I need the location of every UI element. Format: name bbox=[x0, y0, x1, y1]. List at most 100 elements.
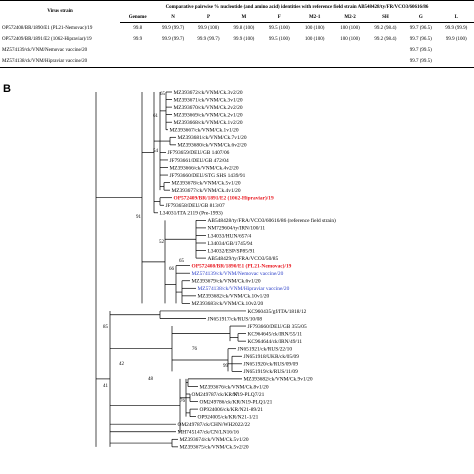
bootstrap-value: 65 bbox=[179, 259, 185, 264]
bootstrap-value: 54 bbox=[153, 149, 159, 154]
bootstrap-value: 52 bbox=[159, 240, 165, 245]
identity-cell: 99.9 (99.7) bbox=[162, 37, 185, 42]
leaf-label: MZ393681/ck/VNM/Ck.7v1/20 bbox=[178, 135, 247, 141]
leaf-label: JF793660/DEU/GB 355/05 bbox=[248, 324, 307, 330]
leaf-label: JN651918/UKR/ck/05/09 bbox=[244, 354, 300, 360]
column-header: L bbox=[438, 13, 474, 23]
identity-cell bbox=[120, 56, 156, 68]
identity-cell bbox=[332, 56, 368, 68]
leaf-label: OP924005/ck/KR/N21-1/21 bbox=[198, 414, 259, 420]
leaf-label: JF793661/DEU/GB 472/04 bbox=[170, 158, 229, 164]
leaf-label: MZ393670/ck/VNM/Ck.2v2/20 bbox=[174, 105, 243, 111]
identity-cell bbox=[155, 56, 191, 68]
leaf-label: MZ393682/ck/VNM/Ck.10v1/20 bbox=[198, 294, 270, 300]
identity-cell: 99.7 (96.5) bbox=[409, 26, 432, 31]
leaf-label: MH745147/ck/CN/LN16/16 bbox=[178, 430, 240, 436]
leaf-label: OM249787/ck/KR/N19-PLQ7/21 bbox=[192, 392, 265, 398]
panel-label: B bbox=[3, 83, 11, 95]
bootstrap-value: 76 bbox=[192, 347, 198, 352]
bootstrap-value: 66 bbox=[169, 267, 175, 272]
identity-cell bbox=[190, 56, 227, 68]
leaf-label: MZ393678/ck/VNM/Ck.5v1/20 bbox=[172, 180, 241, 186]
table-title: Comparative pairwise % nucleotide (and a… bbox=[120, 0, 474, 13]
identity-cell bbox=[438, 56, 474, 68]
bootstrap-value: 65 bbox=[160, 92, 166, 97]
bootstrap-value: 99 bbox=[223, 364, 229, 369]
leaf-label: KC964644/ck/IRN/49/11 bbox=[248, 339, 303, 345]
identity-cell: 99.2 (98.4) bbox=[374, 37, 397, 42]
table-row: MZ574139/ck/VNM/Nemovac vaccine/20 99.7 (… bbox=[0, 45, 474, 56]
identity-cell: 99.9 (99.9) bbox=[445, 26, 468, 31]
leaf-label: MZ393667/ck/VNM/Ck.1v1/20 bbox=[170, 128, 239, 134]
bootstrap-value: 76 bbox=[180, 399, 186, 404]
identity-cell: 99.2 (98.4) bbox=[374, 26, 397, 31]
identity-cell: 100 (100) bbox=[304, 26, 325, 31]
bootstrap-value: 85 bbox=[103, 325, 109, 330]
table-row: OP572409/BR/1891/E2 (1062-Hipraviar)/19 9… bbox=[0, 34, 474, 45]
strain-cell: OP572408/BR/1890/E1 (PL21-Nemovac)/19 bbox=[2, 25, 93, 31]
leaf-label: KC964645/ck/IRN/55/11 bbox=[248, 331, 303, 337]
leaf-label: JN651919/ck/RUS/11/09 bbox=[244, 369, 299, 375]
leaf-label: OM249787/ck/CHN/WH2022/22 bbox=[178, 422, 251, 428]
leaf-label: JN651920/ck/RUS/09/09 bbox=[244, 362, 299, 368]
identity-cell: 99.9 (99.7) bbox=[197, 37, 220, 42]
identity-cell: 100 (100) bbox=[340, 37, 360, 42]
identity-cell: 99.8 (100) bbox=[233, 26, 255, 31]
leaf-label: OM249786/ck/KR/N19-PLQ1/21 bbox=[200, 399, 273, 405]
leaf-label: MZ393676/ck/VNM/Ck.8v1/20 bbox=[200, 384, 269, 390]
column-header: M2-2 bbox=[332, 13, 368, 23]
bootstrap-value: 42 bbox=[119, 362, 125, 367]
identity-cell: 99.9 (99.7) bbox=[162, 26, 185, 31]
leaf-label: L34033/HUN/657/4 bbox=[208, 233, 252, 239]
column-header: N bbox=[155, 13, 191, 23]
bootstrap-value: 91 bbox=[136, 215, 142, 220]
leaf-label: MZ393669/ck/VNM/Ck.2v1/20 bbox=[174, 112, 243, 118]
leaf-label: OP572409/BR/1891/E2 (1062-Hipraviar)/19 bbox=[174, 195, 274, 202]
leaf-label: JN651917/ck/RUS/10/08 bbox=[208, 316, 263, 322]
identity-cell: 99.9 bbox=[133, 37, 143, 42]
bootstrap-value: 41 bbox=[103, 384, 109, 389]
column-header: G bbox=[403, 13, 439, 23]
leaf-label: MZ393680/ck/VNM/Ck.6v2/20 bbox=[178, 143, 247, 149]
identity-cell: 99.8 bbox=[133, 26, 143, 31]
leaf-label: MZ393677/ck/VNM/Ck.4v1/20 bbox=[172, 188, 241, 194]
leaf-label: L34031/ITA 2119 (Pre-1993) bbox=[160, 210, 223, 217]
leaf-label: OP924006/ck/KR/N21-89/21 bbox=[200, 407, 264, 413]
leaf-label: L34032/ESP/SP85/91 bbox=[208, 248, 256, 254]
identity-cell: 99.9 (100) bbox=[233, 37, 255, 42]
leaf-label: MZ393675/ck/VNM/Ck.5v2/20 bbox=[180, 445, 249, 451]
leaf-label: KC960435/gf/ITA/1818/12 bbox=[248, 308, 307, 315]
leaf-label: MZ393672/ck/VNM/Ck.3v2/20 bbox=[174, 90, 243, 96]
leaf-label: MZ574138/ck/VNM/Hipraviar vaccine/20 bbox=[198, 286, 290, 292]
leaf-label: MZ393682/ck/VNM/Ck.9v1/20 bbox=[244, 377, 313, 383]
identity-cell: 99.7 (99.5) bbox=[403, 56, 439, 68]
leaf-label: MZ393679/ck/VNM/Ck.6v1/20 bbox=[192, 279, 261, 285]
column-header: F bbox=[261, 13, 297, 23]
leaf-label: JN651921/ck/RUS/22/10 bbox=[238, 347, 293, 353]
leaf-label: JF793659/DEU/GB 1407/06 bbox=[168, 150, 230, 156]
identity-cell: 99.9 (100) bbox=[445, 37, 467, 42]
identity-cell: 99.5 (100) bbox=[268, 26, 290, 31]
column-header: Genome bbox=[120, 13, 156, 23]
identity-table: Virus strain Comparative pairwise % nucl… bbox=[0, 0, 474, 68]
identity-cell: 99.5 (100) bbox=[268, 37, 290, 42]
column-header: SH bbox=[367, 13, 404, 23]
leaf-label: MZ393683/ck/VNM/Ck.10v2/20 bbox=[192, 301, 264, 307]
column-header: M2-1 bbox=[296, 13, 333, 23]
leaf-label: JF793658/DEU/GB 813/07 bbox=[166, 203, 225, 209]
strain-cell: MZ574138/ck/VNM/Hipraviar vaccine/20 bbox=[0, 56, 120, 68]
column-header: M bbox=[226, 13, 262, 23]
leaf-label: NM729604/ty/IRN/100/11 bbox=[208, 226, 266, 232]
leaf-label: MZ393668/ck/VNM/Ck.1v2/20 bbox=[174, 120, 243, 126]
identity-cell: 99.7 (96.5) bbox=[409, 37, 432, 42]
identity-cell: 99.9 (100) bbox=[198, 26, 219, 31]
leaf-label: AB548428/ty/FRA/VCO3/60616/86 (reference… bbox=[208, 217, 337, 224]
leaf-label: MZ393666/ck/VNM/Ck.4v2/20 bbox=[170, 165, 239, 171]
identity-cell bbox=[367, 56, 404, 68]
leaf-label: JF793660/DEU/STG SHS 1439/91 bbox=[170, 173, 246, 179]
bootstrap-value: 48 bbox=[148, 377, 154, 382]
leaf-label: MZ574139/ck/VNM/Nemovac vaccine/20 bbox=[192, 271, 284, 277]
strain-cell: OP572409/BR/1891/E2 (1062-Hipraviar)/19 bbox=[2, 37, 92, 42]
